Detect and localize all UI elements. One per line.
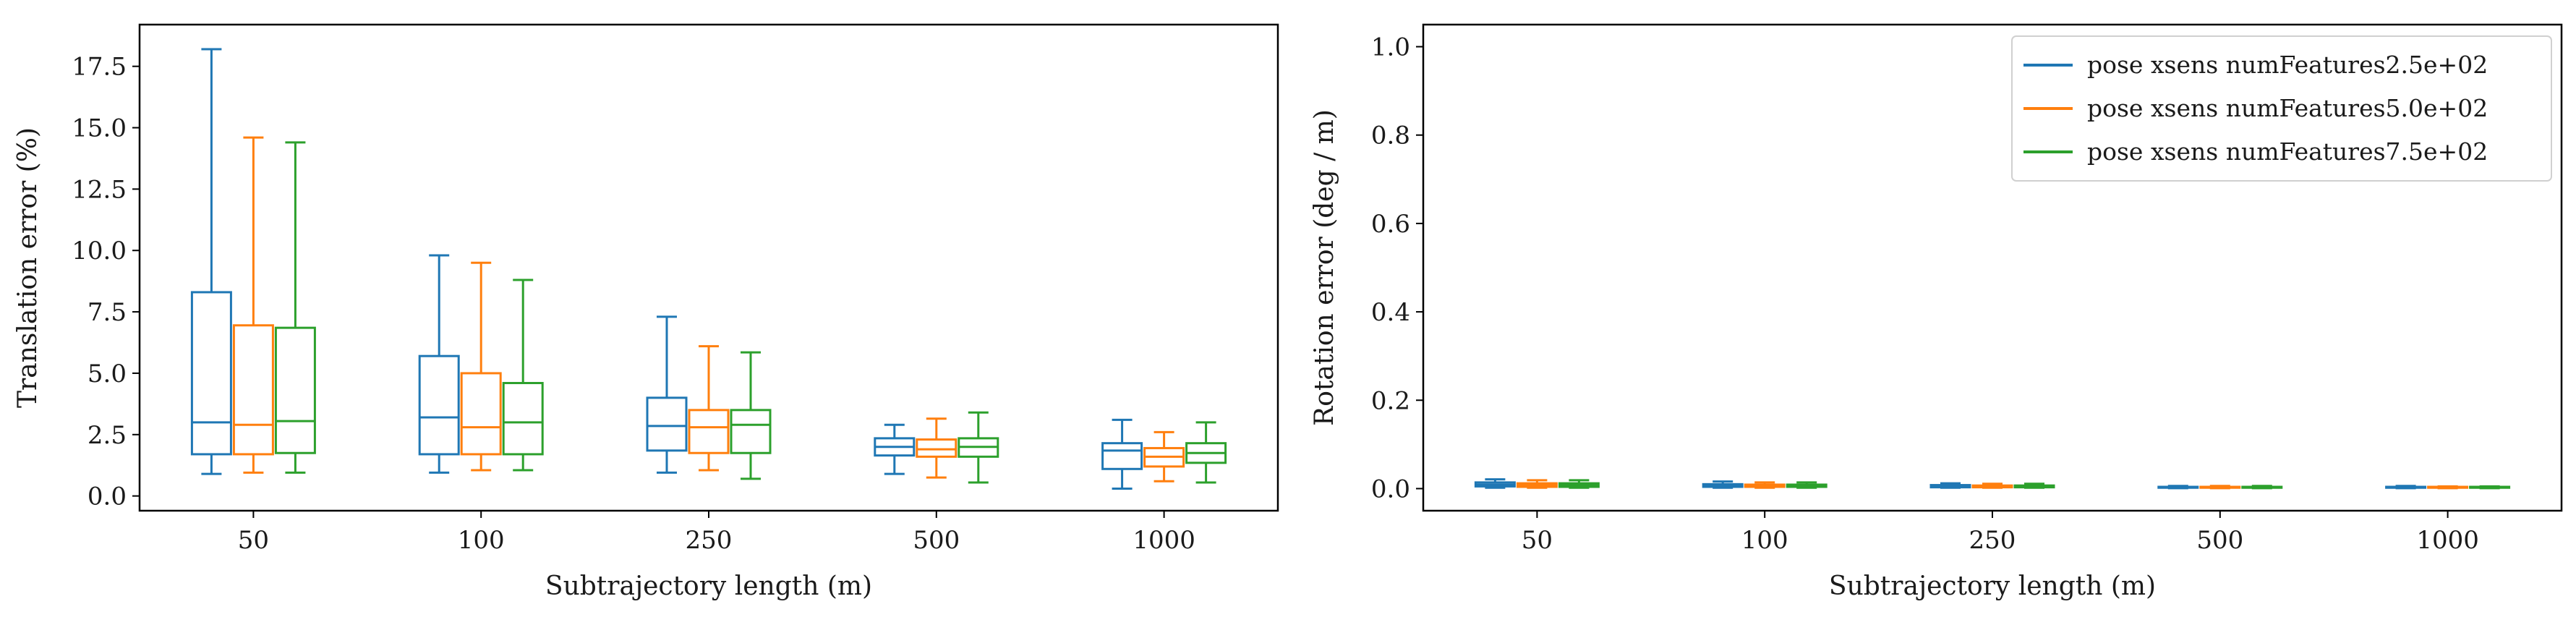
box-plot xyxy=(1786,481,1827,489)
x-tick-label: 100 xyxy=(458,526,505,555)
box-plot xyxy=(1702,480,1744,489)
x-axis-label: Subtrajectory length (m) xyxy=(545,571,872,601)
x-tick-label: 500 xyxy=(2196,526,2243,555)
box-iqr xyxy=(274,326,316,454)
box-iqr xyxy=(418,354,460,456)
y-tick-label: 2.5 xyxy=(88,421,127,450)
box-plot xyxy=(1101,418,1143,490)
box-plot xyxy=(1744,481,1786,489)
box-iqr xyxy=(232,324,274,456)
box-iqr xyxy=(916,438,958,458)
legend-entry-label: pose xsens numFeatures5.0e+02 xyxy=(2087,94,2488,122)
y-tick-label: 0.0 xyxy=(88,482,127,511)
box-plot xyxy=(2241,485,2283,490)
box-plot xyxy=(274,141,316,474)
x-tick-label: 250 xyxy=(686,526,733,555)
box-plot xyxy=(2469,485,2511,490)
legend: pose xsens numFeatures2.5e+02 pose xsens … xyxy=(2011,35,2552,182)
box-plot xyxy=(1558,479,1600,489)
box-iqr xyxy=(460,372,502,456)
y-axis-label: Translation error (%) xyxy=(13,127,43,408)
box-plot xyxy=(1143,430,1185,482)
box-iqr xyxy=(730,409,772,454)
x-tick-label: 1000 xyxy=(2416,526,2479,555)
legend-entry-label: pose xsens numFeatures7.5e+02 xyxy=(2087,137,2488,166)
y-tick-label: 10.0 xyxy=(72,237,127,265)
y-tick-label: 15.0 xyxy=(72,114,127,143)
axes-frame xyxy=(138,23,1279,512)
y-tick-label: 0.2 xyxy=(1371,386,1410,415)
box-plot xyxy=(1474,478,1516,489)
box-plot xyxy=(2385,485,2427,490)
box-plot xyxy=(874,423,916,475)
x-tick-label: 100 xyxy=(1741,526,1788,555)
y-tick-label: 0.6 xyxy=(1371,210,1410,239)
box-plot xyxy=(916,417,958,479)
y-tick-label: 12.5 xyxy=(72,175,127,204)
box-plot xyxy=(1516,479,1558,489)
box-plot xyxy=(2013,482,2055,489)
x-tick-label: 50 xyxy=(1522,526,1553,555)
box-plot xyxy=(1971,482,2013,489)
box-plot xyxy=(190,48,232,475)
y-axis-label: Rotation error (deg / m) xyxy=(1310,109,1339,426)
y-tick-label: 0.4 xyxy=(1371,298,1410,327)
y-tick-label: 5.0 xyxy=(88,360,127,388)
x-tick-label: 500 xyxy=(913,526,960,555)
translation-error-panel: 0.0 2.5 5.0 7.5 10.0 12.5 15.0 17.5 50 100 250 500 1… xyxy=(13,23,1279,601)
legend-frame xyxy=(2011,35,2552,182)
box-plot xyxy=(232,136,274,474)
y-tick-label: 0.0 xyxy=(1371,475,1410,503)
box-iqr xyxy=(646,396,688,452)
box-plot xyxy=(646,315,688,474)
box-iqr xyxy=(502,382,544,456)
x-tick-label: 1000 xyxy=(1133,526,1195,555)
box-iqr xyxy=(688,409,730,454)
box-iqr xyxy=(190,291,232,456)
y-tick-label: 1.0 xyxy=(1371,33,1410,62)
box-plot xyxy=(1929,482,1971,489)
rotation-error-panel: 0.0 0.2 0.4 0.6 0.8 1.0 50 100 250 500 1000 Subtraj… xyxy=(1310,23,2563,601)
box-plot xyxy=(502,279,544,472)
y-tick-label: 7.5 xyxy=(88,298,127,327)
box-plot xyxy=(2427,485,2469,490)
box-plot xyxy=(1185,421,1227,484)
y-tick-label: 0.8 xyxy=(1371,122,1410,150)
box-iqr xyxy=(1101,442,1143,470)
x-axis-label: Subtrajectory length (m) xyxy=(1829,571,2156,601)
box-plot xyxy=(958,411,999,484)
box-plot xyxy=(688,345,730,472)
y-tick-label: 17.5 xyxy=(72,53,127,82)
legend-entry-label: pose xsens numFeatures2.5e+02 xyxy=(2087,51,2488,79)
x-tick-label: 250 xyxy=(1969,526,2016,555)
box-plot xyxy=(730,351,772,480)
box-plot xyxy=(418,254,460,474)
box-plot xyxy=(2199,485,2241,490)
x-tick-label: 50 xyxy=(238,526,269,555)
box-plot xyxy=(460,261,502,472)
box-plot xyxy=(2157,485,2199,490)
